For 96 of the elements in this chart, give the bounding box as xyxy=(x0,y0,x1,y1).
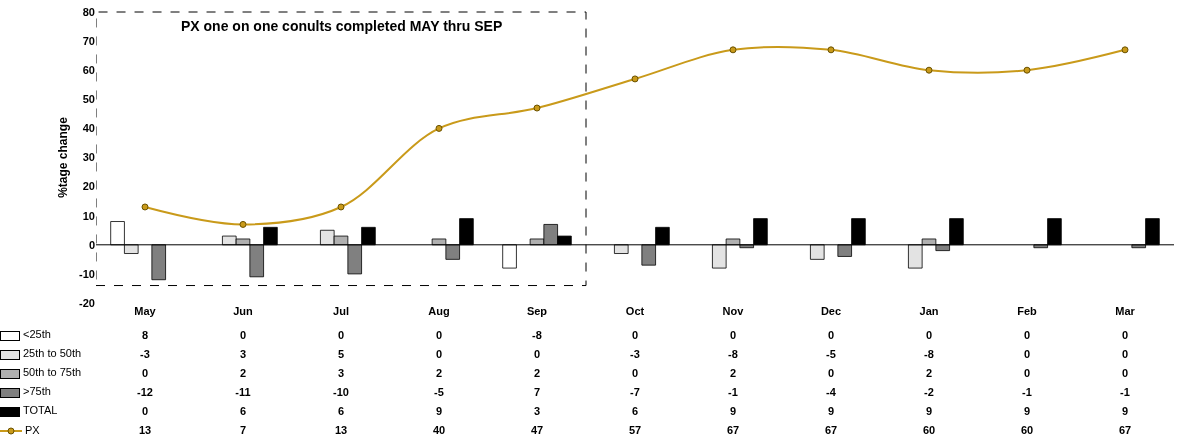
data-label: -10 xyxy=(332,384,350,400)
x-tick-label: Aug xyxy=(428,305,450,317)
data-label: 8 xyxy=(140,327,150,343)
data-label: 7 xyxy=(532,384,542,400)
data-label: 7 xyxy=(238,422,248,438)
data-label: -1 xyxy=(1119,384,1131,400)
data-label: 9 xyxy=(924,403,934,419)
data-label: 47 xyxy=(529,422,545,438)
data-label: 0 xyxy=(336,327,346,343)
data-label: 3 xyxy=(532,403,542,419)
data-label: 2 xyxy=(532,365,542,381)
data-label: 9 xyxy=(1120,403,1130,419)
data-label: 60 xyxy=(921,422,937,438)
y-tick-label: 50 xyxy=(82,93,95,106)
data-label: 9 xyxy=(434,403,444,419)
data-label: 2 xyxy=(728,365,738,381)
data-label: -3 xyxy=(629,346,641,362)
data-label: 6 xyxy=(238,403,248,419)
data-label: 9 xyxy=(826,403,836,419)
data-label: -8 xyxy=(727,346,739,362)
data-label: 0 xyxy=(140,403,150,419)
data-label: -8 xyxy=(531,327,543,343)
data-label: 0 xyxy=(532,346,542,362)
data-label: 9 xyxy=(728,403,738,419)
legend-label: PX xyxy=(25,423,40,436)
data-label: 2 xyxy=(924,365,934,381)
y-tick-label: 20 xyxy=(82,180,95,193)
data-label: 0 xyxy=(728,327,738,343)
data-label: -5 xyxy=(825,346,837,362)
x-tick-label: Oct xyxy=(625,305,645,317)
data-label: -12 xyxy=(136,384,154,400)
data-label: 2 xyxy=(238,365,248,381)
y-tick-label: 60 xyxy=(82,64,95,77)
data-label: 0 xyxy=(1120,365,1130,381)
data-label: 67 xyxy=(725,422,741,438)
y-axis-title: %tage change xyxy=(56,116,71,198)
y-tick-label: 30 xyxy=(82,151,95,164)
y-tick-label: 80 xyxy=(82,5,95,18)
data-label: -1 xyxy=(1021,384,1033,400)
data-label: 0 xyxy=(434,346,444,362)
y-tick-label: -20 xyxy=(79,296,95,309)
x-tick-label: May xyxy=(134,305,157,317)
data-label: -11 xyxy=(234,384,252,400)
data-label: 13 xyxy=(333,422,349,438)
data-label: 0 xyxy=(924,327,934,343)
data-label: 0 xyxy=(1022,365,1032,381)
y-tick-label: 70 xyxy=(82,34,95,47)
data-label: -3 xyxy=(139,346,151,362)
data-label: 0 xyxy=(630,327,640,343)
data-label: 60 xyxy=(1019,422,1035,438)
data-label: 67 xyxy=(1117,422,1133,438)
data-label: 9 xyxy=(1022,403,1032,419)
data-label: -2 xyxy=(923,384,935,400)
data-label: 13 xyxy=(137,422,153,438)
x-tick-label: Mar xyxy=(1115,305,1136,317)
legend-label: 50th to 75th xyxy=(23,366,82,379)
x-tick-label: Dec xyxy=(820,305,842,317)
x-tick-label: Jan xyxy=(919,305,939,317)
data-label: 0 xyxy=(826,365,836,381)
x-tick-label: Jun xyxy=(233,305,254,317)
x-tick-label: Feb xyxy=(1017,305,1038,317)
data-label: 3 xyxy=(336,365,346,381)
data-label: 5 xyxy=(336,346,346,362)
legend-label: >75th xyxy=(23,385,51,398)
data-label: 6 xyxy=(630,403,640,419)
annotation: PX one on one conults completed MAY thru SEP xyxy=(181,18,503,34)
data-label: 40 xyxy=(431,422,447,438)
data-label: -1 xyxy=(727,384,739,400)
data-label: 0 xyxy=(1120,327,1130,343)
legend-label: 25th to 50th xyxy=(23,347,82,360)
data-label: -7 xyxy=(629,384,641,400)
y-tick-label: 10 xyxy=(82,209,95,222)
data-label: 0 xyxy=(630,365,640,381)
data-label: 0 xyxy=(140,365,150,381)
y-tick-label: 40 xyxy=(82,122,95,135)
data-label: 0 xyxy=(826,327,836,343)
x-tick-label: Nov xyxy=(722,305,745,317)
data-label: -5 xyxy=(433,384,445,400)
data-label: 2 xyxy=(434,365,444,381)
data-label: 0 xyxy=(1022,327,1032,343)
legend-label: TOTAL xyxy=(23,404,58,417)
data-label: 57 xyxy=(627,422,643,438)
data-label: -8 xyxy=(923,346,935,362)
data-label: 67 xyxy=(823,422,839,438)
y-tick-label: 0 xyxy=(88,238,95,251)
data-label: 0 xyxy=(434,327,444,343)
data-label: 0 xyxy=(1120,346,1130,362)
legend-label: <25th xyxy=(23,328,51,341)
x-tick-label: Jul xyxy=(333,305,349,317)
data-label: 0 xyxy=(1022,346,1032,362)
x-tick-label: Sep xyxy=(526,305,548,317)
data-label: 0 xyxy=(238,327,248,343)
data-label: 3 xyxy=(238,346,248,362)
data-label: 6 xyxy=(336,403,346,419)
data-label: -4 xyxy=(825,384,837,400)
y-tick-label: -10 xyxy=(79,267,95,280)
